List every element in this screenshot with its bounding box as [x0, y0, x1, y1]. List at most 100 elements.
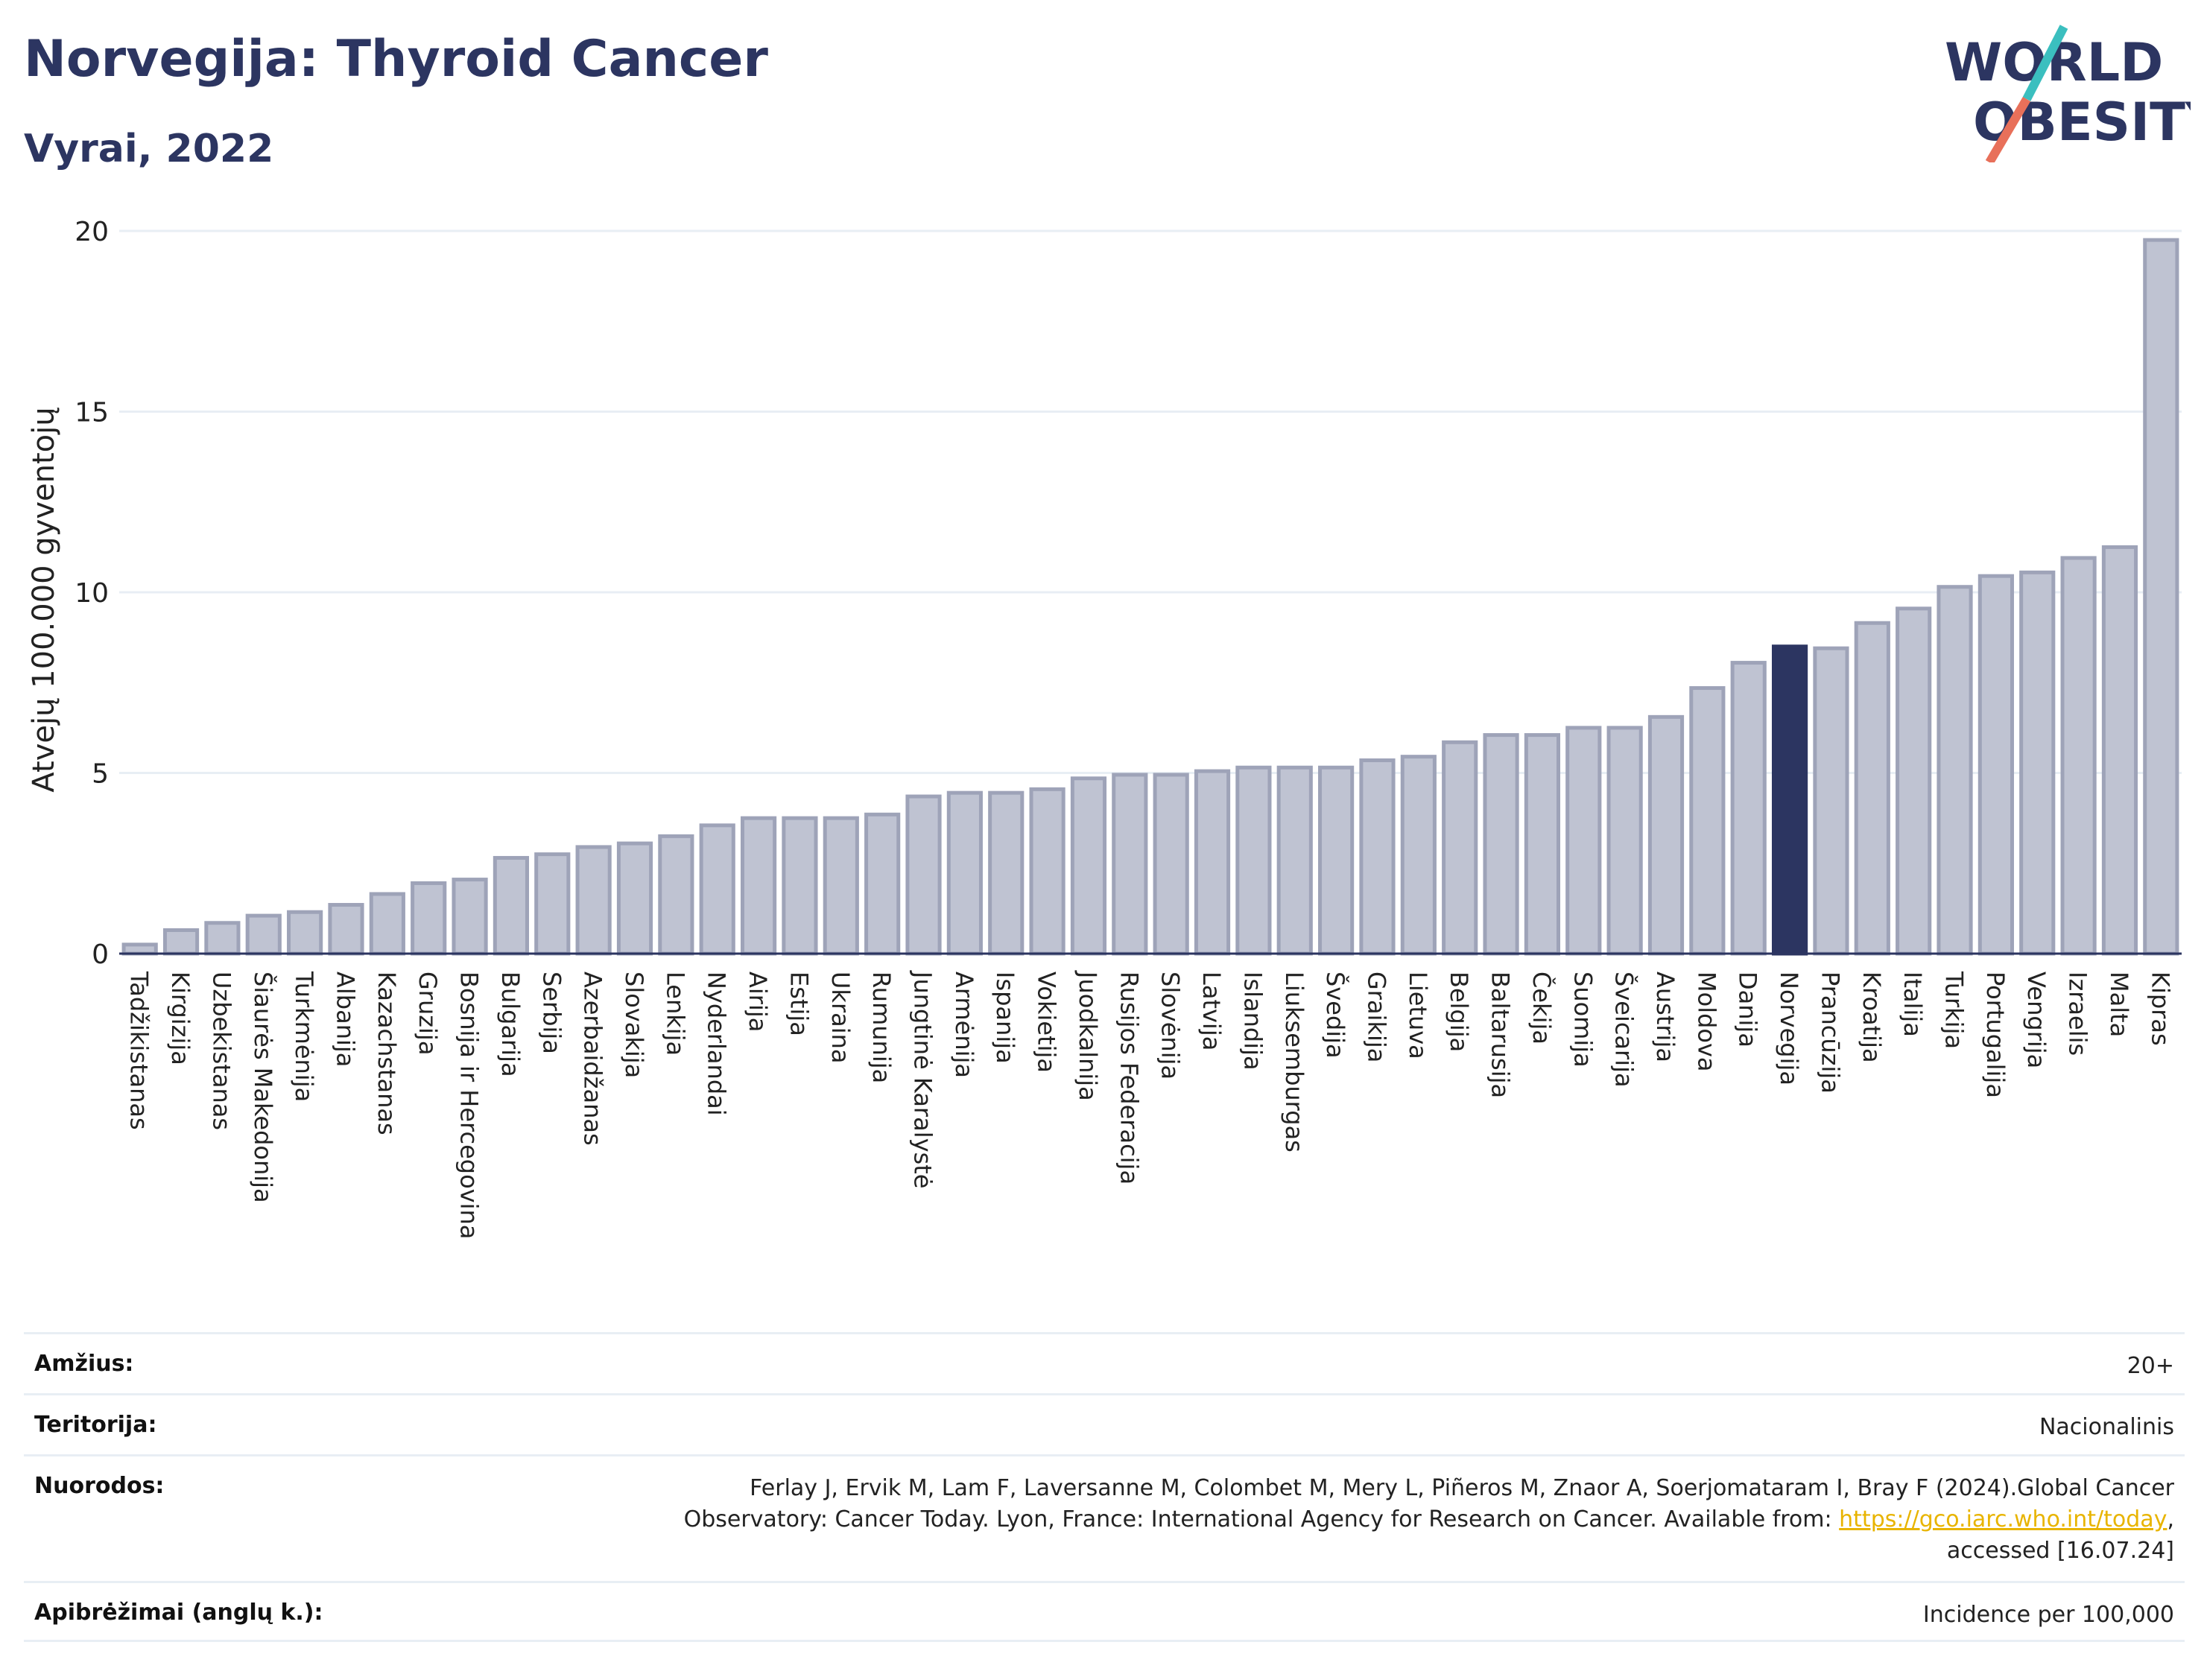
x-tick-label: Kipras [2146, 971, 2174, 1046]
x-tick-label: Rumunija [867, 971, 896, 1083]
x-tick-label: Latvija [1197, 971, 1226, 1050]
references-row: Nuorodos: Ferlay J, Ervik M, Lam F, Lave… [24, 1454, 2185, 1581]
definitions-label: Apibrėžimai (anglų k.): [34, 1600, 323, 1626]
bar [1647, 714, 1685, 956]
territory-value: Nacionalinis [2039, 1414, 2174, 1440]
bar [988, 790, 1025, 956]
chart-subtitle: Vyrai, 2022 [24, 127, 274, 171]
bar [1689, 686, 1726, 956]
x-tick-label: Jungtinė Karalystė [909, 970, 937, 1188]
x-tick-label: Turkija [1940, 971, 1969, 1049]
bar [1442, 740, 1478, 956]
bar [2060, 556, 2097, 956]
bar [2143, 238, 2179, 956]
bar [1854, 621, 1890, 956]
bar [1524, 733, 1561, 956]
bar [1977, 574, 2014, 956]
x-tick-label: Šveicarija [1610, 971, 1639, 1088]
x-tick-label: Gruzija [414, 971, 442, 1055]
bar [328, 903, 364, 956]
bar [1112, 773, 1148, 956]
x-tick-label: Kroatija [1858, 971, 1886, 1063]
x-tick-label: Ispanija [991, 971, 1019, 1064]
bar [1483, 733, 1519, 956]
bar [740, 816, 777, 956]
definitions-row: Apibrėžimai (anglų k.): Incidence per 10… [24, 1581, 2185, 1642]
y-tick-label: 10 [75, 578, 109, 609]
bar [245, 913, 282, 956]
x-tick-label: Uzbekistanas [207, 971, 235, 1130]
bars [121, 238, 2179, 956]
x-tick-labels: Tadžikistanas Kirgizija Uzbekistanas Šiaurė… [125, 970, 2175, 1239]
bar [534, 852, 571, 956]
chart-title: Norvegija: Thyroid Cancer [24, 30, 768, 89]
bar [493, 855, 530, 956]
bar [411, 881, 447, 956]
bar [369, 892, 405, 956]
x-tick-label: Lenkija [661, 971, 689, 1056]
bar [1276, 765, 1313, 956]
x-tick-label: Serbija [537, 971, 566, 1054]
y-axis-label: Atvejų 100.000 gyventojų [27, 407, 61, 792]
info-table: Amžius: 20+ Teritorija: Nacionalinis Nuo… [24, 1332, 2185, 1642]
x-tick-label: Danija [1734, 971, 1762, 1047]
age-row: Amžius: 20+ [24, 1332, 2185, 1393]
x-tick-label: Malta [2105, 971, 2133, 1037]
world-obesity-logo: WORLD OBESITY [1945, 25, 2191, 162]
x-tick-label: Slovakija [620, 971, 648, 1078]
references-line2-end: , [2167, 1506, 2174, 1532]
x-tick-label: Vokietija [1033, 971, 1061, 1073]
x-tick-label: Lietuva [1404, 971, 1432, 1059]
x-tick-label: Švedija [1321, 971, 1350, 1059]
bar [1606, 726, 1643, 956]
logo-stripe-coral [1985, 96, 2031, 162]
bar [1937, 585, 1973, 956]
x-tick-label: Moldova [1692, 971, 1720, 1072]
x-tick-label: Tadžikistanas [125, 971, 153, 1130]
x-tick-label: Slovėnija [1156, 971, 1185, 1080]
x-tick-label: Italija [1899, 971, 1927, 1037]
x-tick-label: Vengrija [2022, 971, 2051, 1068]
y-tick-label: 15 [75, 398, 109, 428]
bar-chart: 0 5 10 15 20 Atvejų 100.000 gyventojų Tadžik… [27, 217, 2182, 1239]
references-line1: Ferlay J, Ervik M, Lam F, Laversanne M, … [750, 1475, 2174, 1501]
bar [121, 942, 158, 956]
bar [1029, 787, 1065, 956]
bar [699, 823, 735, 956]
x-tick-label: Izraelis [2064, 971, 2092, 1056]
x-tick-label: Kazachstanas [373, 971, 401, 1135]
x-tick-label: Armėnija [950, 971, 978, 1078]
bar [658, 834, 694, 956]
x-tick-label: Čekija [1527, 971, 1557, 1045]
y-tick-label: 5 [92, 759, 109, 790]
bar [864, 812, 901, 956]
references-line3: accessed [16.07.24] [1946, 1538, 2174, 1564]
bar [1070, 776, 1107, 956]
x-tick-label: Liuksemburgas [1280, 971, 1308, 1153]
x-tick-label: Turkmėnija [290, 971, 318, 1102]
bar [782, 816, 818, 956]
bar [162, 928, 200, 956]
bar [1896, 606, 1932, 956]
x-tick-label: Azerbaidžanas [579, 971, 607, 1146]
bar [1318, 765, 1355, 956]
x-tick-label: Portugalija [1981, 971, 2010, 1098]
bar [1194, 769, 1231, 956]
x-tick-label: Graikija [1362, 971, 1390, 1062]
x-tick-label: Albanija [331, 971, 359, 1067]
bar [2101, 545, 2138, 956]
references-line2: Observatory: Cancer Today. Lyon, France:… [684, 1504, 2174, 1535]
territory-label: Teritorija: [34, 1412, 157, 1438]
x-tick-label: Bulgarija [496, 971, 525, 1077]
bar [452, 878, 488, 956]
bar [1235, 765, 1272, 956]
bar [905, 794, 942, 956]
y-tick-label: 20 [75, 217, 109, 247]
x-tick-label: Norvegija [1775, 971, 1803, 1085]
bar [823, 816, 859, 956]
y-tick-label: 0 [92, 939, 109, 970]
bar [1359, 758, 1396, 956]
bar-highlight [1771, 644, 1808, 956]
references-link[interactable]: https://gco.iarc.who.int/today [1839, 1506, 2167, 1532]
bar [616, 841, 653, 956]
